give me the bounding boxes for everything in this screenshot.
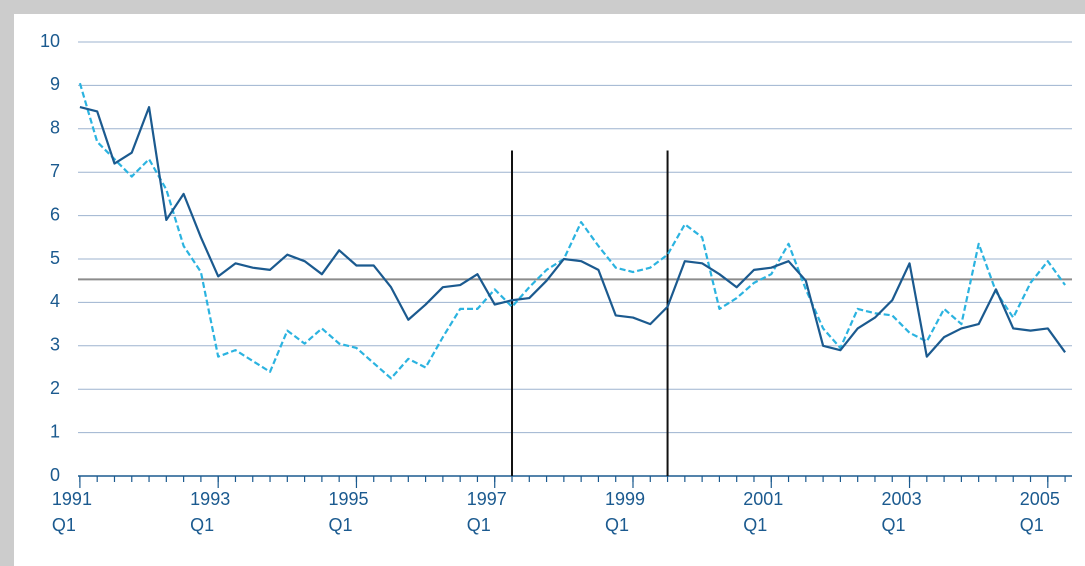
y-tick-label: 9 <box>50 74 60 94</box>
solid-line <box>79 106 1066 358</box>
y-tick-label: 3 <box>50 335 60 355</box>
frame-left <box>0 0 14 566</box>
x-tick-label: 1997 Q1 <box>466 489 507 535</box>
y-tick-label: 1 <box>50 421 60 441</box>
y-tick-label: 4 <box>50 291 60 311</box>
y-tick-label: 5 <box>50 248 60 268</box>
x-tick-label: 2003 Q1 <box>881 489 922 535</box>
y-tick-label: 0 <box>50 465 60 485</box>
y-tick-label: 10 <box>40 31 60 51</box>
y-tick-label: 6 <box>50 204 60 224</box>
x-tick-label: 2001 Q1 <box>743 489 784 535</box>
y-tick-label: 8 <box>50 118 60 138</box>
x-tick-label: 1993 Q1 <box>190 489 231 535</box>
x-tick-label: 2005 Q1 <box>1019 489 1060 535</box>
x-tick-label: 1991 Q1 <box>51 489 92 535</box>
y-tick-label: 2 <box>50 378 60 398</box>
x-tick-label: 1995 Q1 <box>328 489 369 535</box>
x-tick-label: 1999 Q1 <box>604 489 646 535</box>
frame-top <box>0 0 1085 14</box>
dashed-line <box>78 82 1066 380</box>
y-tick-label: 7 <box>50 161 60 181</box>
